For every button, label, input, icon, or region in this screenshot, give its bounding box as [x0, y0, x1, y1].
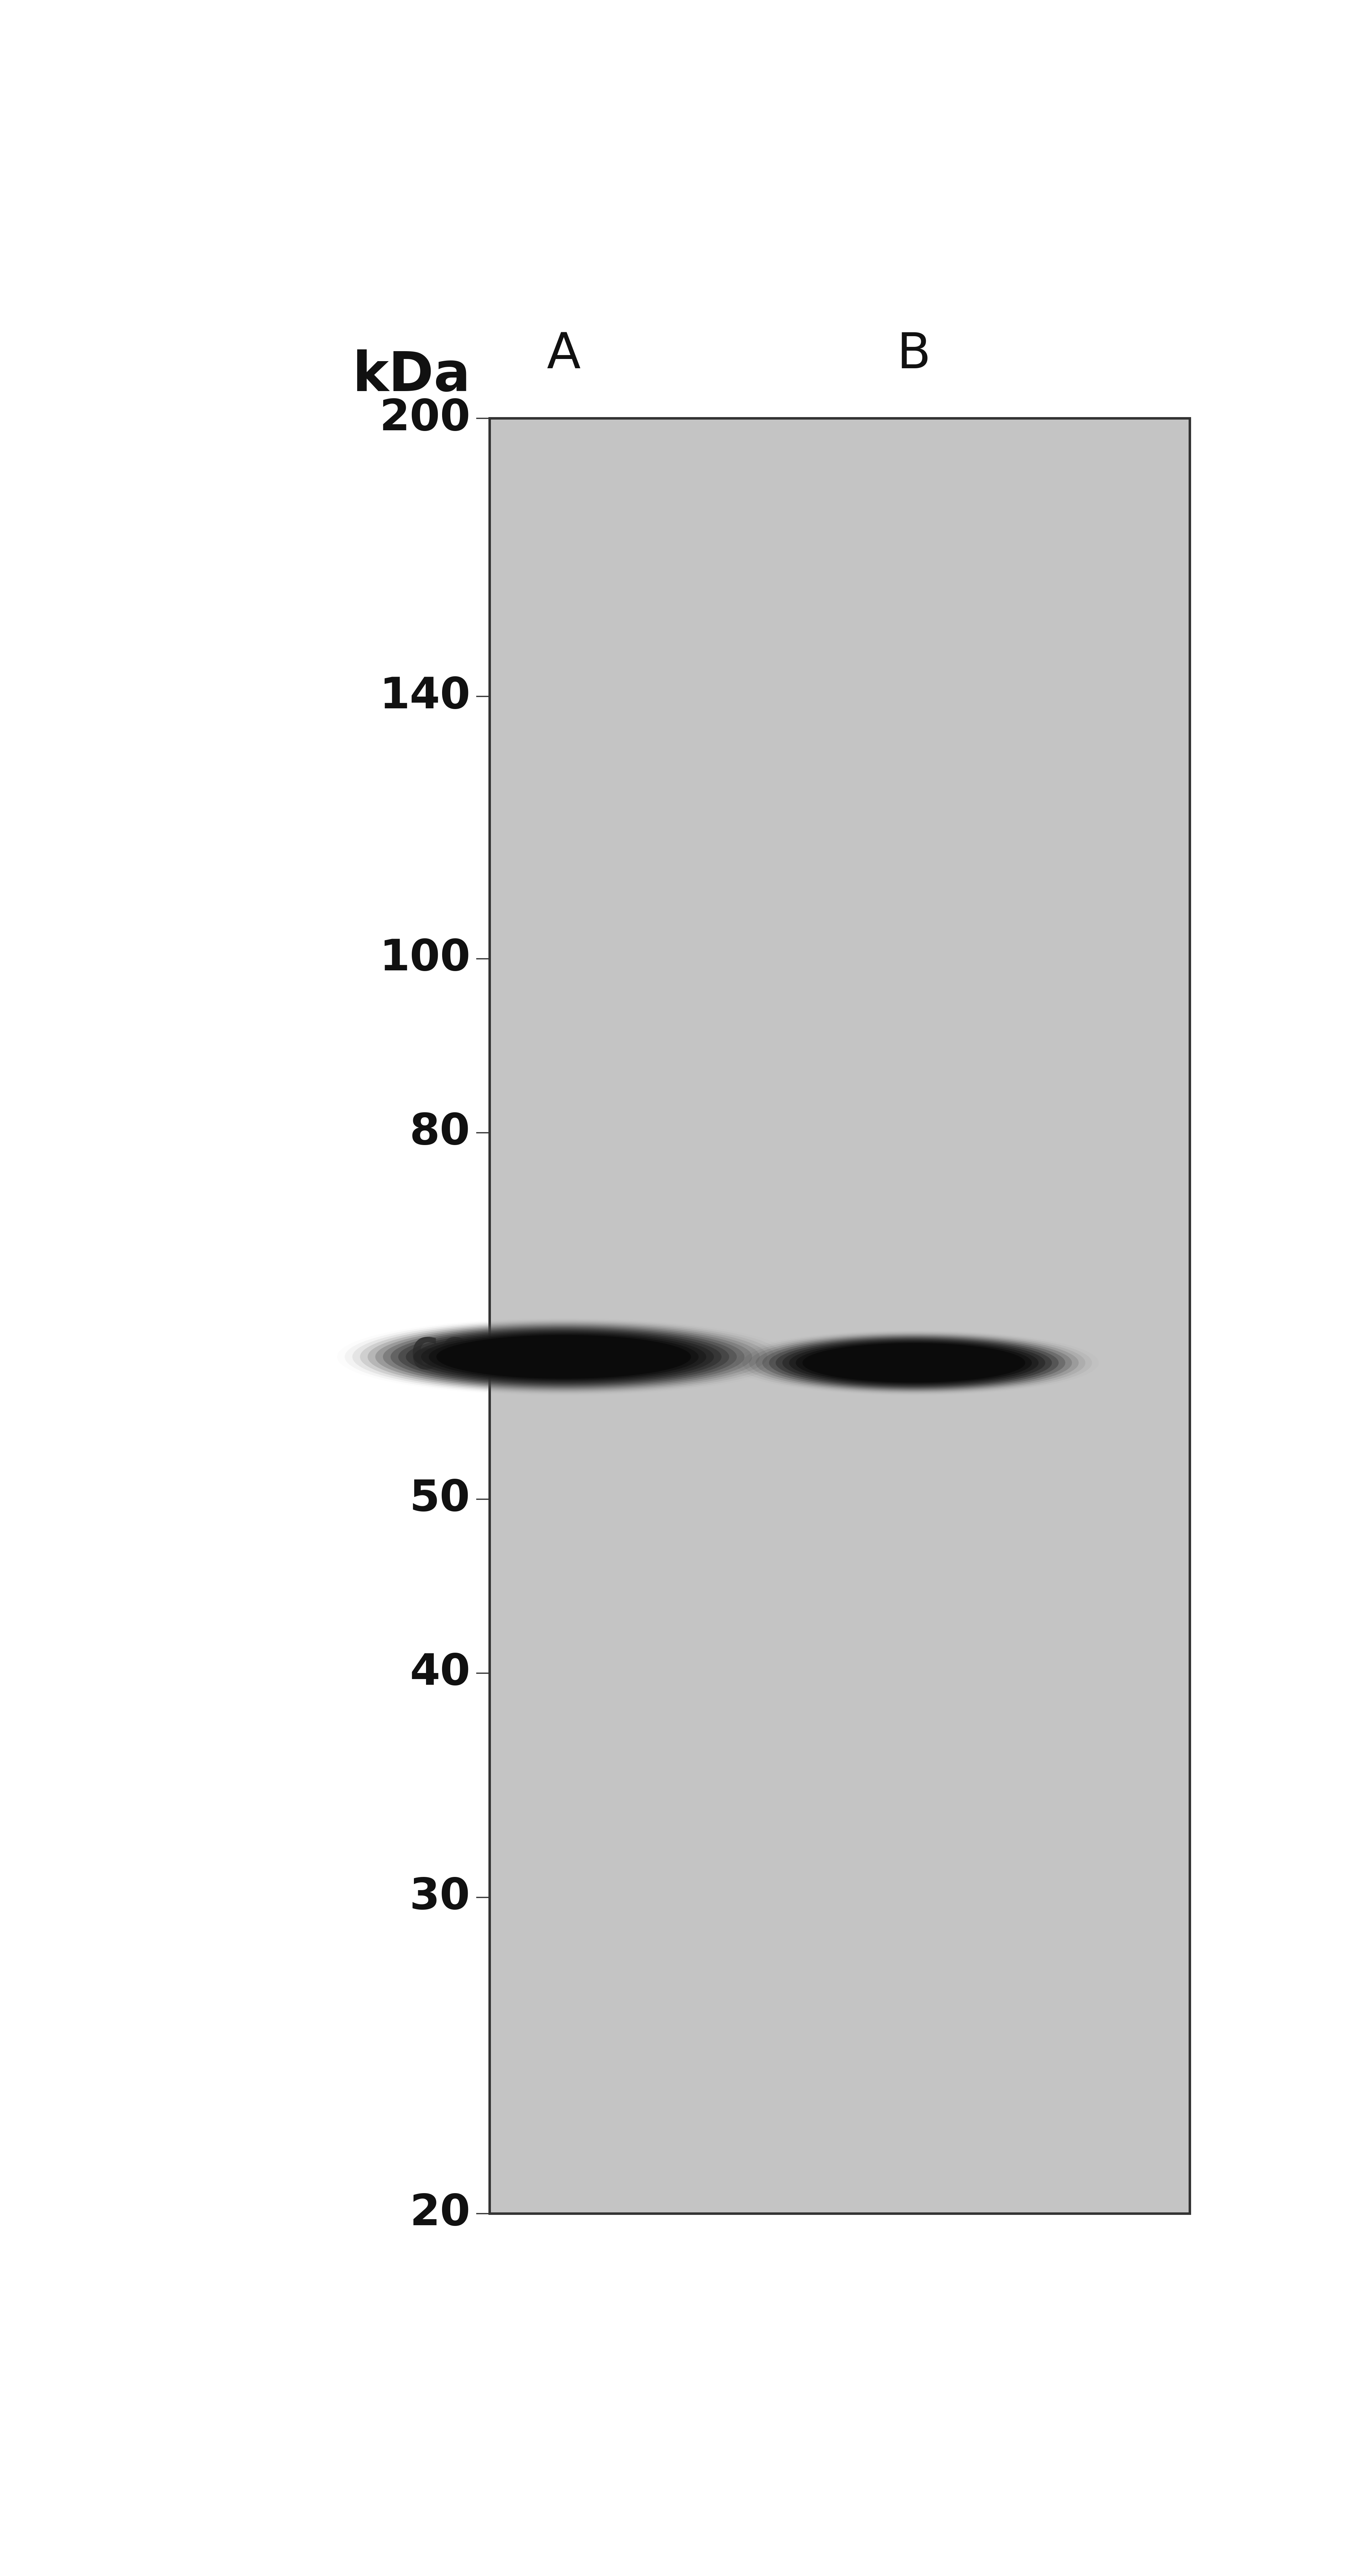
Ellipse shape: [398, 1329, 730, 1386]
Text: 20: 20: [409, 2192, 471, 2233]
FancyBboxPatch shape: [490, 417, 1190, 2213]
Ellipse shape: [383, 1327, 745, 1388]
Text: 40: 40: [409, 1651, 471, 1695]
Ellipse shape: [789, 1340, 1039, 1386]
Ellipse shape: [368, 1324, 760, 1391]
Text: 140: 140: [379, 675, 471, 716]
Ellipse shape: [735, 1332, 1092, 1394]
Text: 200: 200: [379, 397, 471, 438]
Ellipse shape: [422, 1332, 706, 1381]
Ellipse shape: [428, 1334, 698, 1381]
Ellipse shape: [437, 1334, 691, 1378]
Text: A: A: [546, 330, 580, 379]
Text: 50: 50: [409, 1479, 471, 1520]
Ellipse shape: [763, 1337, 1065, 1388]
Ellipse shape: [756, 1334, 1072, 1391]
Ellipse shape: [795, 1342, 1032, 1383]
Text: B: B: [897, 330, 931, 379]
Text: kDa: kDa: [352, 350, 471, 402]
Ellipse shape: [360, 1321, 768, 1391]
Ellipse shape: [352, 1321, 775, 1394]
Ellipse shape: [749, 1334, 1079, 1391]
Ellipse shape: [413, 1332, 713, 1383]
Ellipse shape: [375, 1324, 752, 1388]
Ellipse shape: [782, 1340, 1046, 1386]
Ellipse shape: [390, 1327, 737, 1386]
Ellipse shape: [742, 1332, 1086, 1394]
Ellipse shape: [405, 1329, 721, 1383]
Ellipse shape: [776, 1340, 1051, 1386]
Text: 30: 30: [409, 1875, 471, 1919]
Ellipse shape: [769, 1337, 1058, 1388]
Text: 60: 60: [409, 1337, 471, 1378]
Ellipse shape: [802, 1342, 1025, 1383]
Text: 80: 80: [409, 1113, 471, 1154]
Text: 100: 100: [379, 938, 471, 979]
